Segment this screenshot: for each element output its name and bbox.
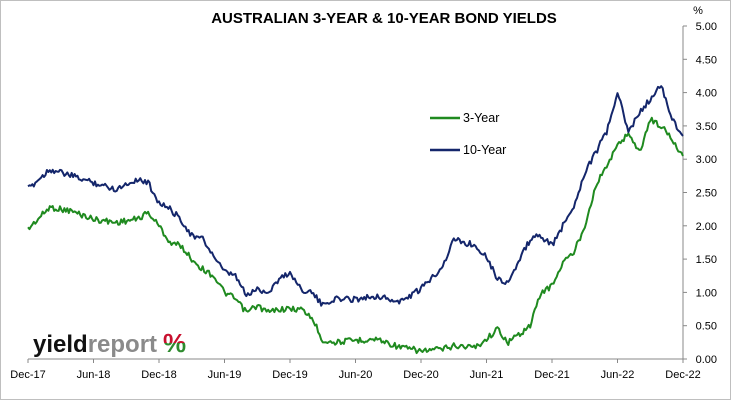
x-tick-label: Jun-18 xyxy=(77,369,111,381)
y-tick-label: 0.50 xyxy=(696,321,717,333)
x-tick-label: Dec-17 xyxy=(10,369,45,381)
x-tick-label: Jun-22 xyxy=(601,369,635,381)
x-tick-label: Dec-21 xyxy=(534,369,569,381)
legend-label-3-year: 3-Year xyxy=(463,111,499,125)
x-tick-label: Jun-20 xyxy=(339,369,373,381)
logo-text-report: report xyxy=(88,331,157,358)
y-tick-label: 1.00 xyxy=(696,287,717,299)
x-tick-label: Dec-18 xyxy=(141,369,176,381)
y-tick-label: 1.50 xyxy=(696,254,717,266)
y-tick-label: 5.00 xyxy=(696,21,717,33)
y-axis-ticks: 0.00 0.50 1.00 1.50 2.00 2.50 3.00 3.50 4.00 4.50… xyxy=(683,21,717,366)
y-tick-label: 2.50 xyxy=(696,188,717,200)
x-tick-label: Dec-19 xyxy=(272,369,307,381)
y-tick-label: 3.00 xyxy=(696,154,717,166)
y-tick-label: 0.00 xyxy=(696,354,717,366)
yieldreport-logo: yieldreport % xyxy=(33,328,186,358)
y-tick-label: 2.00 xyxy=(696,221,717,233)
series-lines xyxy=(27,85,684,355)
logo-text: yieldreport xyxy=(33,331,157,358)
x-axis-ticks: Dec-17 Jun-18 Dec-18 Jun-19 Dec-19 Jun-20 Dec-… xyxy=(10,359,701,381)
logo-percent-icon: % xyxy=(163,328,186,358)
y-tick-label: 4.00 xyxy=(696,88,717,100)
series-line-3-year xyxy=(27,116,684,355)
x-tick-label: Jun-21 xyxy=(470,369,504,381)
y-tick-label: 4.50 xyxy=(696,54,717,66)
series-line-10-year xyxy=(27,85,684,307)
x-tick-label: Dec-22 xyxy=(665,369,700,381)
logo-text-yield: yield xyxy=(33,331,88,358)
legend: 3-Year 10-Year xyxy=(430,111,506,157)
y-tick-label: 3.50 xyxy=(696,121,717,133)
legend-label-10-year: 10-Year xyxy=(463,143,506,157)
chart-title: AUSTRALIAN 3-YEAR & 10-YEAR BOND YIELDS xyxy=(211,10,557,27)
y-axis-unit: % xyxy=(693,5,703,17)
x-tick-label: Jun-19 xyxy=(208,369,242,381)
x-tick-label: Dec-20 xyxy=(403,369,438,381)
